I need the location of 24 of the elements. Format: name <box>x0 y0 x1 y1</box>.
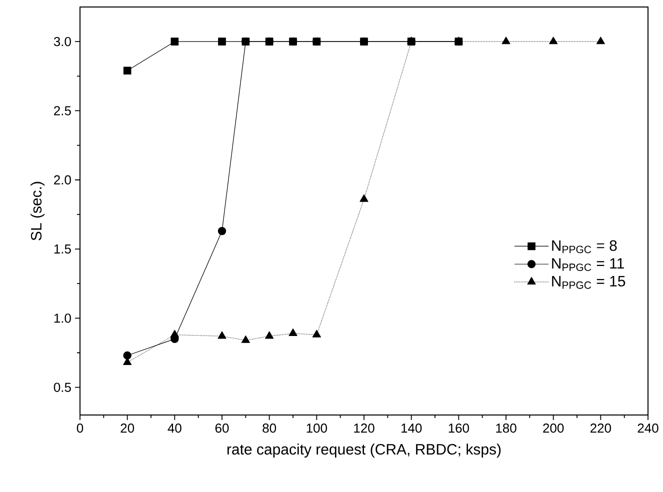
y-tick-label: 3.0 <box>54 36 71 46</box>
y-tick-label: 2.0 <box>54 175 71 184</box>
x-tick-label: 180 <box>496 424 516 433</box>
y-tick-label: 0.5 <box>54 382 71 392</box>
x-tick-label: 140 <box>401 424 422 433</box>
legend-label: N$_{PPGC}$ = 11 <box>552 258 624 272</box>
x-tick-label: 20 <box>120 424 134 433</box>
y-tick-label: 1.0 <box>54 314 71 323</box>
x-tick-label: 100 <box>306 424 328 433</box>
x-tick-label: 40 <box>168 424 182 433</box>
x-tick-label: 120 <box>354 424 374 433</box>
y-tick-label: 1.5 <box>54 244 71 254</box>
y-tick-label: 2.5 <box>54 106 71 116</box>
legend-label: N$_{PPGC}$ = 8 <box>552 240 617 254</box>
x-tick-label: 60 <box>215 424 229 433</box>
y-axis-title: SL (sec.) <box>30 182 45 240</box>
x-axis-title: rate capacity request (CRA, RBDC; ksps) <box>227 444 501 458</box>
x-tick-label: 80 <box>262 424 276 433</box>
x-tick-label: 160 <box>448 424 470 433</box>
x-tick-label: 240 <box>638 424 658 433</box>
legend-label: N$_{PPGC}$ = 15 <box>552 276 626 289</box>
x-tick-label: 200 <box>543 424 564 433</box>
x-tick-label: 0 <box>76 424 84 433</box>
x-tick-label: 220 <box>590 424 612 433</box>
